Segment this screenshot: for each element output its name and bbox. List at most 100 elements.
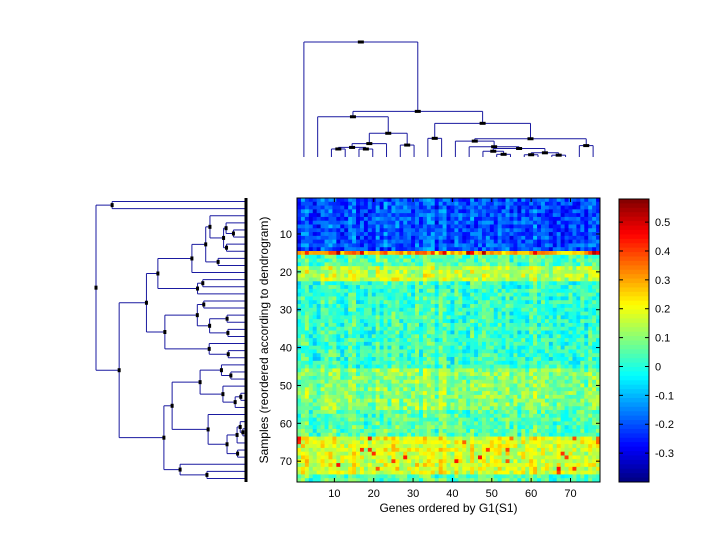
heatmap-cell (576, 224, 581, 229)
heatmap-cell (521, 209, 526, 214)
heatmap-cell (371, 243, 377, 248)
heatmap-cell (537, 224, 542, 229)
heatmap-cell (533, 262, 538, 267)
heatmap-cell (328, 247, 333, 252)
heatmap-cell (525, 357, 530, 362)
heatmap-cell (529, 387, 534, 392)
heatmap-cell (348, 209, 353, 214)
heatmap-cell (450, 273, 455, 278)
heatmap-cell (462, 413, 467, 419)
heatmap-cell (513, 285, 518, 290)
heatmap-cell (525, 372, 530, 377)
heatmap-cell (564, 198, 569, 203)
heatmap-cell (312, 334, 318, 339)
heatmap-cell (367, 232, 373, 237)
heatmap-cell (434, 338, 440, 343)
heatmap-cell (470, 406, 475, 411)
heatmap-cell (474, 235, 479, 241)
heatmap-cell (434, 391, 440, 396)
heatmap-cell (426, 360, 432, 366)
heatmap-cell (430, 198, 436, 203)
heatmap-cell (383, 201, 388, 206)
heatmap-cell (348, 425, 353, 430)
heatmap-cell (336, 251, 341, 256)
heatmap-cell (430, 379, 436, 384)
heatmap-cell (521, 341, 526, 347)
heatmap-cell (434, 239, 440, 244)
heatmap-cell (525, 288, 530, 294)
heatmap-cell (537, 330, 542, 335)
heatmap-cell (497, 402, 503, 407)
heatmap-cell (466, 413, 471, 419)
heatmap-cell (387, 421, 392, 426)
heatmap-cell (568, 262, 573, 267)
heatmap-cell (544, 307, 550, 312)
heatmap-cell (375, 285, 381, 290)
heatmap-cell (493, 425, 499, 430)
heatmap-cell (572, 232, 577, 237)
heatmap-cell (308, 198, 314, 203)
heatmap-cell (312, 198, 318, 203)
heatmap-cell (379, 330, 384, 335)
heatmap-cell (533, 288, 538, 294)
heatmap-cell (481, 213, 487, 218)
heatmap-cell (517, 353, 522, 358)
heatmap-cell (525, 402, 530, 407)
heatmap-cell (493, 239, 499, 244)
heatmap-cell (572, 364, 577, 369)
heatmap-cell (501, 300, 506, 305)
heatmap-cell (395, 417, 400, 422)
heatmap-cell (304, 266, 310, 271)
heatmap-cell (403, 387, 408, 392)
heatmap-cell (462, 394, 467, 400)
heatmap-cell (297, 220, 302, 225)
heatmap-cell (572, 205, 577, 210)
heatmap-cell (332, 288, 337, 294)
heatmap-cell (340, 425, 345, 430)
heatmap-cell (442, 417, 447, 422)
heatmap-cell (328, 232, 333, 237)
heatmap-cell (548, 364, 554, 369)
heatmap-cell (348, 311, 353, 316)
heatmap-cell (304, 296, 310, 301)
heatmap-cell (564, 375, 569, 381)
heatmap-cell (470, 360, 475, 366)
heatmap-cell (312, 330, 318, 335)
heatmap-cell (387, 277, 392, 282)
heatmap-cell (450, 251, 455, 256)
heatmap-cell (533, 379, 538, 384)
heatmap-cell (332, 334, 337, 339)
heatmap-cell (509, 292, 514, 297)
heatmap-cell (556, 379, 562, 384)
heatmap-cell (336, 292, 341, 297)
heatmap-cell (434, 417, 440, 422)
heatmap-cell (537, 277, 542, 282)
heatmap-cell (533, 209, 538, 214)
heatmap-cell (383, 417, 388, 422)
heatmap-cell (391, 319, 396, 324)
heatmap-cell (548, 311, 554, 316)
heatmap-cell (328, 288, 333, 294)
heatmap-cell (399, 383, 404, 388)
heatmap-cell (430, 417, 436, 422)
heatmap-cell (544, 334, 550, 339)
heatmap-cell (478, 364, 483, 369)
heatmap-cell (509, 394, 514, 400)
heatmap-cell (489, 311, 495, 316)
heatmap-cell (316, 398, 322, 403)
heatmap-cell (344, 277, 349, 282)
heatmap-cell (462, 398, 467, 403)
heatmap-cell (411, 334, 416, 339)
heatmap-cell (336, 288, 341, 294)
heatmap-cell (415, 262, 420, 267)
heatmap-cell (328, 315, 333, 320)
heatmap-cell (450, 421, 455, 426)
heatmap-cell (450, 375, 455, 381)
heatmap-cell (556, 353, 562, 358)
heatmap-cell (332, 232, 337, 237)
heatmap-cell (596, 224, 601, 229)
heatmap-cell (304, 341, 310, 347)
heatmap-cell (430, 428, 436, 434)
heatmap-cell (474, 417, 479, 422)
heatmap-cell (407, 258, 412, 263)
